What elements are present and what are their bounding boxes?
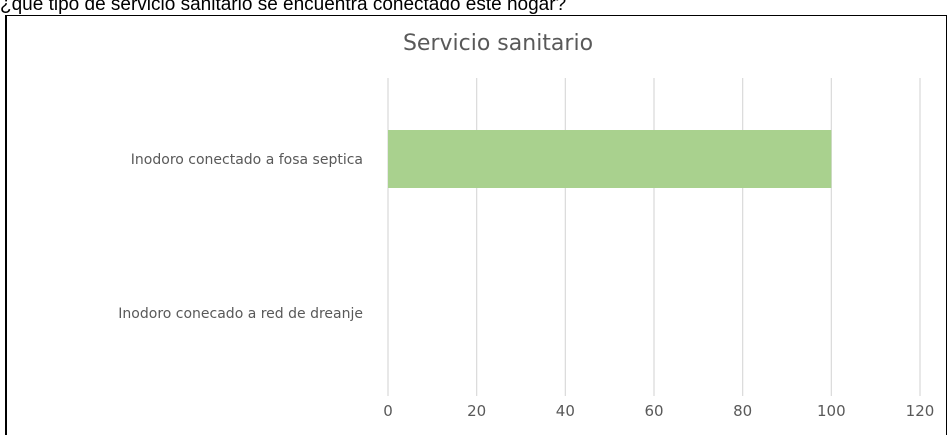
x-tick-label: 100 bbox=[817, 402, 846, 420]
x-tick-label: 0 bbox=[383, 402, 393, 420]
question-text: ¿qué tipo de servicio sanitario se encue… bbox=[0, 0, 567, 15]
category-label: Inodoro conecado a red de dreanje bbox=[118, 306, 363, 322]
gridlines bbox=[387, 78, 921, 396]
bar-chart: Servicio sanitario Inodoro conectado a f… bbox=[118, 31, 934, 420]
x-tick-label: 40 bbox=[556, 402, 575, 420]
bars bbox=[388, 130, 832, 188]
category-labels: Inodoro conectado a fosa septica Inodoro … bbox=[118, 152, 363, 322]
bar bbox=[388, 130, 832, 188]
category-label: Inodoro conectado a fosa septica bbox=[131, 152, 363, 168]
chart-title: Servicio sanitario bbox=[403, 31, 593, 56]
x-tick-label: 120 bbox=[906, 402, 935, 420]
x-tick-label: 60 bbox=[644, 402, 663, 420]
x-axis-tick-labels: 0 20 40 60 80 100 120 bbox=[383, 402, 934, 420]
chart-frame bbox=[5, 15, 947, 435]
x-tick-label: 80 bbox=[733, 402, 752, 420]
x-tick-label: 20 bbox=[467, 402, 486, 420]
